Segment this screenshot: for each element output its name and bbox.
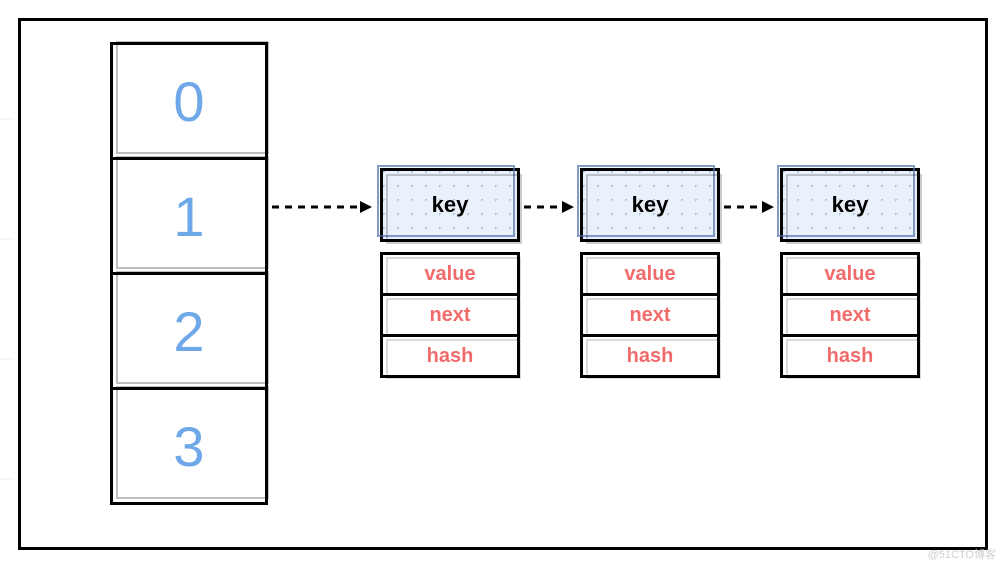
- node-field-label: next: [829, 304, 870, 327]
- bucket-label: 2: [173, 299, 204, 364]
- bucket-label: 3: [173, 414, 204, 479]
- linked-node-3: key value next hash: [780, 168, 920, 368]
- left-grid-edge: [0, 0, 14, 568]
- bucket-2: 2: [110, 272, 268, 390]
- node-fields: value next hash: [780, 252, 920, 378]
- node-key-cell: key: [780, 168, 920, 242]
- node-field-label: value: [424, 263, 475, 286]
- node-field-value: value: [380, 252, 520, 296]
- node-field-next: next: [380, 293, 520, 337]
- bucket-3: 3: [110, 387, 268, 505]
- node-field-label: value: [824, 263, 875, 286]
- node-key-label: key: [432, 192, 469, 218]
- node-field-value: value: [580, 252, 720, 296]
- bucket-array: 0 1 2 3: [110, 42, 272, 505]
- node-field-label: value: [624, 263, 675, 286]
- arrow-node1-to-node2: [524, 200, 574, 212]
- node-field-label: hash: [427, 345, 474, 368]
- node-fields: value next hash: [380, 252, 520, 378]
- node-field-hash: hash: [580, 334, 720, 378]
- node-fields: value next hash: [580, 252, 720, 378]
- linked-node-2: key value next hash: [580, 168, 720, 368]
- arrow-bucket-to-node1: [272, 200, 372, 212]
- node-field-label: next: [629, 304, 670, 327]
- node-key-cell: key: [380, 168, 520, 242]
- bucket-1: 1: [110, 157, 268, 275]
- node-key-cell: key: [580, 168, 720, 242]
- node-field-value: value: [780, 252, 920, 296]
- diagram-canvas: 0 1 2 3 key value next hash key value ne…: [0, 0, 1006, 568]
- node-field-next: next: [780, 293, 920, 337]
- node-field-hash: hash: [780, 334, 920, 378]
- bucket-0: 0: [110, 42, 268, 160]
- bucket-label: 1: [173, 184, 204, 249]
- node-field-next: next: [580, 293, 720, 337]
- linked-node-1: key value next hash: [380, 168, 520, 368]
- node-field-hash: hash: [380, 334, 520, 378]
- node-key-label: key: [832, 192, 869, 218]
- bucket-label: 0: [173, 69, 204, 134]
- node-field-label: hash: [627, 345, 674, 368]
- node-field-label: hash: [827, 345, 874, 368]
- arrow-node2-to-node3: [724, 200, 774, 212]
- node-field-label: next: [429, 304, 470, 327]
- watermark-text: @51CTO博客: [928, 546, 996, 562]
- node-key-label: key: [632, 192, 669, 218]
